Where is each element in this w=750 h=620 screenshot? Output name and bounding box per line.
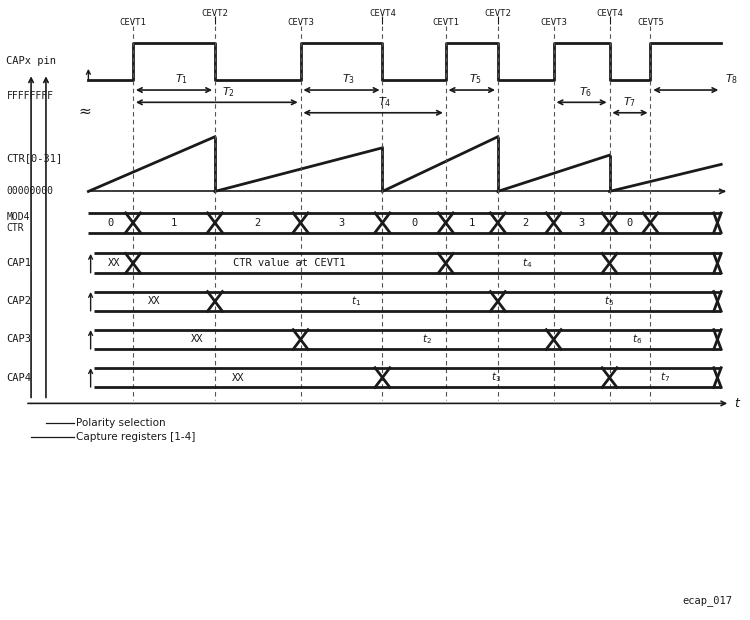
- Text: 0: 0: [627, 218, 633, 228]
- Text: $T_4$: $T_4$: [378, 95, 391, 109]
- Text: $T_3$: $T_3$: [343, 73, 355, 86]
- Text: $t_1$: $t_1$: [351, 294, 361, 308]
- Text: CEVT1: CEVT1: [119, 18, 146, 27]
- Text: $T_8$: $T_8$: [725, 73, 738, 86]
- Text: 1: 1: [171, 218, 177, 228]
- Text: ecap_017: ecap_017: [682, 595, 732, 606]
- Text: $T_6$: $T_6$: [579, 85, 592, 99]
- Text: 3: 3: [578, 218, 585, 228]
- Text: MOD4: MOD4: [7, 211, 30, 221]
- Text: CAP4: CAP4: [7, 373, 32, 383]
- Text: 0: 0: [107, 218, 114, 228]
- Text: Capture registers [1-4]: Capture registers [1-4]: [76, 432, 195, 442]
- Text: CEVT1: CEVT1: [432, 18, 459, 27]
- Text: ≈: ≈: [78, 104, 91, 119]
- Text: CTR: CTR: [7, 223, 24, 232]
- Text: FFFFFFFF: FFFFFFFF: [7, 91, 53, 101]
- Text: 2: 2: [523, 218, 529, 228]
- Text: 3: 3: [338, 218, 344, 228]
- Text: CAP3: CAP3: [7, 335, 32, 345]
- Text: CEVT3: CEVT3: [540, 18, 567, 27]
- Text: $t_3$: $t_3$: [491, 371, 501, 384]
- Text: $T_5$: $T_5$: [469, 73, 482, 86]
- Text: XX: XX: [148, 296, 161, 306]
- Text: CEVT4: CEVT4: [369, 9, 396, 18]
- Text: XX: XX: [107, 259, 120, 268]
- Text: 1: 1: [469, 218, 475, 228]
- Text: $t_4$: $t_4$: [523, 257, 532, 270]
- Text: 00000000: 00000000: [7, 187, 53, 197]
- Text: $t_2$: $t_2$: [422, 332, 432, 347]
- Text: XX: XX: [232, 373, 244, 383]
- Text: $T_7$: $T_7$: [623, 95, 637, 109]
- Text: $t_5$: $t_5$: [604, 294, 614, 308]
- Text: 2: 2: [255, 218, 261, 228]
- Text: CEVT2: CEVT2: [484, 9, 512, 18]
- Text: XX: XX: [191, 335, 204, 345]
- Text: CEVT5: CEVT5: [637, 18, 664, 27]
- Text: 0: 0: [411, 218, 417, 228]
- Text: CEVT3: CEVT3: [287, 18, 314, 27]
- Text: $T_1$: $T_1$: [175, 73, 188, 86]
- Text: CAPx pin: CAPx pin: [7, 56, 56, 66]
- Text: CAP2: CAP2: [7, 296, 32, 306]
- Text: CTR[0-31]: CTR[0-31]: [7, 153, 63, 163]
- Text: CTR value at CEVT1: CTR value at CEVT1: [233, 259, 346, 268]
- Text: $t_7$: $t_7$: [660, 371, 670, 384]
- Text: CEVT4: CEVT4: [596, 9, 623, 18]
- Text: $T_2$: $T_2$: [221, 85, 235, 99]
- Text: t: t: [734, 397, 739, 410]
- Text: Polarity selection: Polarity selection: [76, 418, 165, 428]
- Text: CEVT2: CEVT2: [202, 9, 229, 18]
- Text: CAP1: CAP1: [7, 259, 32, 268]
- Text: $t_6$: $t_6$: [632, 332, 643, 347]
